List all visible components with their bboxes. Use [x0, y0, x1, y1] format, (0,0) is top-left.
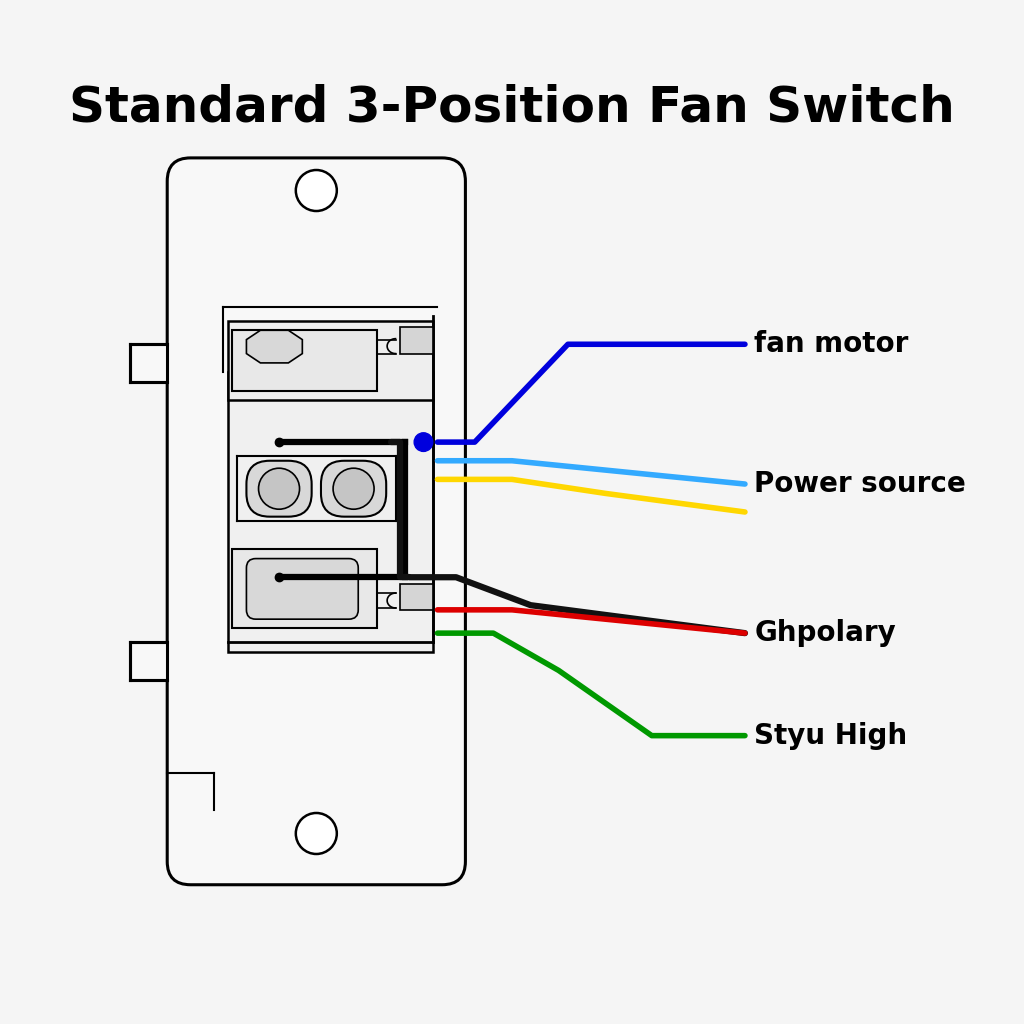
Text: Ghpolary: Ghpolary	[755, 620, 896, 647]
Polygon shape	[247, 331, 302, 362]
Circle shape	[258, 468, 300, 509]
Polygon shape	[130, 344, 167, 382]
Text: Power source: Power source	[755, 470, 966, 498]
Circle shape	[333, 468, 374, 509]
FancyBboxPatch shape	[247, 461, 311, 517]
FancyBboxPatch shape	[400, 328, 433, 353]
Polygon shape	[130, 642, 167, 680]
FancyBboxPatch shape	[247, 559, 358, 620]
FancyBboxPatch shape	[232, 331, 377, 391]
FancyBboxPatch shape	[232, 549, 377, 629]
FancyBboxPatch shape	[167, 158, 465, 885]
FancyBboxPatch shape	[227, 372, 433, 652]
Circle shape	[296, 813, 337, 854]
Text: Standard 3-Position Fan Switch: Standard 3-Position Fan Switch	[70, 83, 954, 131]
Text: Styu High: Styu High	[755, 722, 907, 750]
Text: fan motor: fan motor	[755, 331, 908, 358]
Circle shape	[414, 433, 433, 452]
Circle shape	[296, 170, 337, 211]
FancyBboxPatch shape	[321, 461, 386, 517]
FancyBboxPatch shape	[227, 321, 433, 400]
FancyBboxPatch shape	[400, 584, 433, 610]
